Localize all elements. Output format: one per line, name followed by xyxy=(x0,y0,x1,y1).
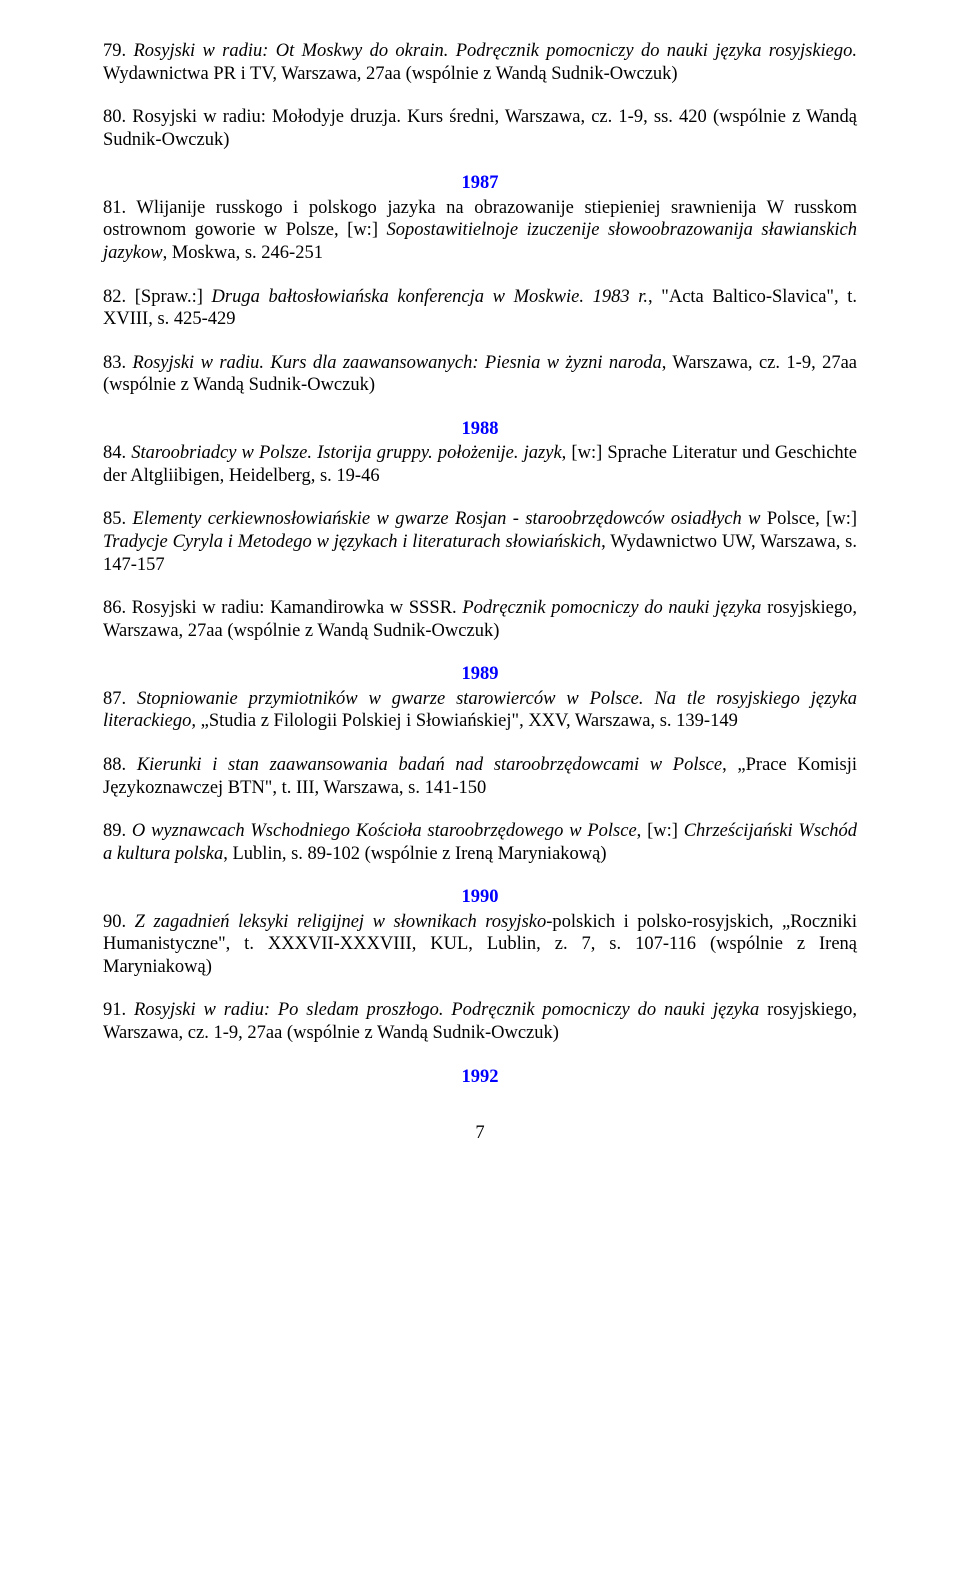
entry-text: Rosyjski w radiu: Kamandirowka w SSSR xyxy=(132,598,452,618)
entry-num: 82. [Spraw.:] xyxy=(103,287,212,307)
entry-text: , [w:] xyxy=(637,821,684,841)
entry-88: 88. Kierunki i stan zaawansowania badań … xyxy=(103,754,857,799)
entry-rest: „Studia z Filologii Polskiej i Słowiańsk… xyxy=(201,711,738,731)
entry-title: Rosyjski w radiu: Po sledam proszłogo. P… xyxy=(134,1000,767,1020)
entry-90: 90. Z zagadnień leksyki religijnej w sło… xyxy=(103,911,857,979)
year-1989: 1989 xyxy=(103,663,857,686)
entry-text: . xyxy=(452,598,462,618)
entry-text: , [w:] xyxy=(334,220,386,240)
entry-79: 79. Rosyjski w radiu: Ot Moskwy do okrai… xyxy=(103,40,857,85)
entry-91: 91. Rosyjski w radiu: Po sledam proszłog… xyxy=(103,999,857,1044)
entry-title: Rosyjski w radiu: Ot Moskwy do okrain. P… xyxy=(133,41,857,61)
entry-rest: , Moskwa, s. 246-251 xyxy=(163,243,323,263)
entry-81: 81. Wlijanije russkogo i polskogo jazyka… xyxy=(103,197,857,265)
entry-84: 84. Staroobriadcy w Polsze. Istorija gru… xyxy=(103,442,857,487)
entry-num: 85. xyxy=(103,509,133,529)
entry-title: Tradycje Cyryla i Metodego w językach i … xyxy=(103,532,601,552)
entry-title: Podręcznik pomocniczy do nauki języka xyxy=(462,598,767,618)
entry-title: Rosyjski w radiu: Mołodyje druzja. Kurs … xyxy=(103,107,857,150)
entry-num: 84. xyxy=(103,443,131,463)
entry-85: 85. Elementy cerkiewnosłowiańskie w gwar… xyxy=(103,508,857,576)
year-1992: 1992 xyxy=(103,1066,857,1089)
year-1988: 1988 xyxy=(103,418,857,441)
entry-89: 89. O wyznawcach Wschodniego Kościoła st… xyxy=(103,820,857,865)
entry-title: Druga bałtosłowiańska konferencja w Mosk… xyxy=(212,287,648,307)
entry-num: 88. xyxy=(103,755,137,775)
entry-title: Z zagadnień leksyki religijnej w słownik… xyxy=(135,912,553,932)
entry-num: 87. xyxy=(103,689,137,709)
entry-title: Kierunki i stan zaawansowania badań nad … xyxy=(137,755,722,775)
entry-title: O wyznawcach Wschodniego Kościoła staroo… xyxy=(132,821,637,841)
entry-num: 86. xyxy=(103,598,132,618)
entry-title: Staroobriadcy w Polsze. Istorija gruppy.… xyxy=(131,443,561,463)
entry-num: 79. xyxy=(103,41,133,61)
entry-num: 91. xyxy=(103,1000,134,1020)
entry-86: 86. Rosyjski w radiu: Kamandirowka w SSS… xyxy=(103,597,857,642)
page-number: 7 xyxy=(103,1122,857,1145)
year-1987: 1987 xyxy=(103,172,857,195)
document-page: 79. Rosyjski w radiu: Ot Moskwy do okrai… xyxy=(0,0,960,1571)
entry-82: 82. [Spraw.:] Druga bałtosłowiańska konf… xyxy=(103,286,857,331)
entry-num: 90. xyxy=(103,912,135,932)
entry-text: Polsce, [w:] xyxy=(767,509,857,529)
entry-title: Rosyjski w radiu. Kurs dla zaawansowanyc… xyxy=(133,353,662,373)
entry-num: 80. xyxy=(103,107,132,127)
entry-title: Elementy cerkiewnosłowiańskie w gwarze R… xyxy=(133,509,767,529)
entry-num: 81. xyxy=(103,198,136,218)
entry-rest: Wydawnictwa PR i TV, Warszawa, 27aa (wsp… xyxy=(103,64,678,84)
entry-num: 89. xyxy=(103,821,132,841)
entry-num: 83. xyxy=(103,353,133,373)
entry-83: 83. Rosyjski w radiu. Kurs dla zaawansow… xyxy=(103,352,857,397)
entry-rest: , Lublin, s. 89-102 (wspólnie z Ireną Ma… xyxy=(223,844,606,864)
entry-80: 80. Rosyjski w radiu: Mołodyje druzja. K… xyxy=(103,106,857,151)
entry-87: 87. Stopniowanie przymiotników w gwarze … xyxy=(103,688,857,733)
year-1990: 1990 xyxy=(103,886,857,909)
